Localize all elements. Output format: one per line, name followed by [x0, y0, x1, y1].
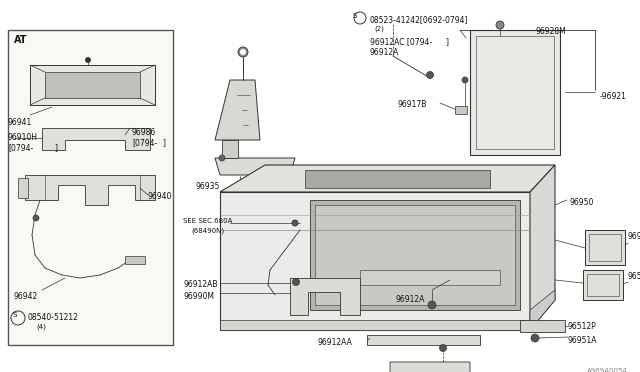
Polygon shape — [520, 320, 565, 332]
Bar — [587, 274, 619, 296]
Polygon shape — [530, 290, 555, 330]
Circle shape — [428, 301, 436, 309]
Text: (68490N): (68490N) — [191, 228, 224, 234]
Polygon shape — [530, 165, 555, 330]
Polygon shape — [25, 175, 155, 205]
Text: SEE SEC.680A: SEE SEC.680A — [183, 218, 232, 224]
Text: 96912AC [0794-: 96912AC [0794- — [370, 37, 432, 46]
Polygon shape — [390, 362, 470, 372]
Polygon shape — [315, 205, 515, 305]
Text: 96951A: 96951A — [568, 336, 598, 345]
Circle shape — [86, 58, 90, 62]
Polygon shape — [360, 270, 500, 285]
Text: 96928M: 96928M — [536, 27, 567, 36]
Circle shape — [238, 47, 248, 57]
Text: 96910H: 96910H — [8, 133, 38, 142]
Text: ]: ] — [445, 37, 448, 46]
Text: 96515: 96515 — [628, 272, 640, 281]
Circle shape — [462, 77, 468, 83]
Text: 96912A: 96912A — [395, 295, 424, 304]
Text: S: S — [353, 13, 357, 19]
Text: 96941: 96941 — [8, 118, 32, 127]
Circle shape — [292, 220, 298, 226]
Text: [0794-: [0794- — [8, 143, 33, 152]
Bar — [125, 256, 145, 264]
Text: 96912AA: 96912AA — [318, 338, 353, 347]
Circle shape — [219, 155, 225, 161]
Circle shape — [426, 71, 433, 78]
Bar — [589, 234, 621, 261]
Circle shape — [496, 21, 504, 29]
Polygon shape — [220, 192, 530, 330]
Circle shape — [240, 49, 246, 55]
Polygon shape — [45, 72, 140, 98]
Text: 96912A: 96912A — [370, 48, 399, 57]
Polygon shape — [215, 158, 295, 175]
Polygon shape — [222, 140, 238, 158]
Polygon shape — [290, 278, 360, 315]
Circle shape — [440, 344, 447, 352]
Text: 96942: 96942 — [14, 292, 38, 301]
Polygon shape — [220, 320, 530, 330]
Bar — [8, 30, 173, 345]
Polygon shape — [585, 230, 625, 265]
Text: 96950: 96950 — [570, 198, 595, 207]
Polygon shape — [215, 80, 260, 140]
Text: S: S — [13, 312, 17, 318]
Text: -96921: -96921 — [600, 92, 627, 101]
Polygon shape — [18, 178, 28, 198]
Polygon shape — [30, 65, 155, 105]
Text: 96990M: 96990M — [183, 292, 214, 301]
Text: 96935: 96935 — [196, 182, 220, 191]
Text: 96912AB: 96912AB — [183, 280, 218, 289]
Text: [0794-: [0794- — [132, 138, 157, 147]
Text: 08523-41242[0692-0794]: 08523-41242[0692-0794] — [370, 15, 468, 24]
Text: 08540-51212: 08540-51212 — [28, 313, 79, 322]
Text: (4): (4) — [36, 323, 46, 330]
Polygon shape — [470, 30, 560, 155]
Polygon shape — [367, 335, 480, 345]
Polygon shape — [310, 200, 520, 310]
Polygon shape — [42, 128, 150, 150]
Text: ]: ] — [162, 138, 165, 147]
Polygon shape — [305, 170, 490, 188]
Polygon shape — [220, 165, 555, 192]
Text: (2): (2) — [374, 26, 384, 32]
Circle shape — [531, 334, 539, 342]
Text: A969A0054: A969A0054 — [588, 368, 628, 372]
Bar — [455, 106, 467, 114]
Text: 96917B: 96917B — [397, 100, 426, 109]
Circle shape — [292, 279, 300, 285]
Polygon shape — [583, 270, 623, 300]
Circle shape — [33, 215, 39, 221]
Text: 96940: 96940 — [148, 192, 172, 201]
Text: ]: ] — [54, 143, 57, 152]
Text: 96986: 96986 — [132, 128, 156, 137]
Text: 96512P: 96512P — [568, 322, 596, 331]
Text: AT: AT — [14, 35, 28, 45]
Text: 96913Q: 96913Q — [628, 232, 640, 241]
